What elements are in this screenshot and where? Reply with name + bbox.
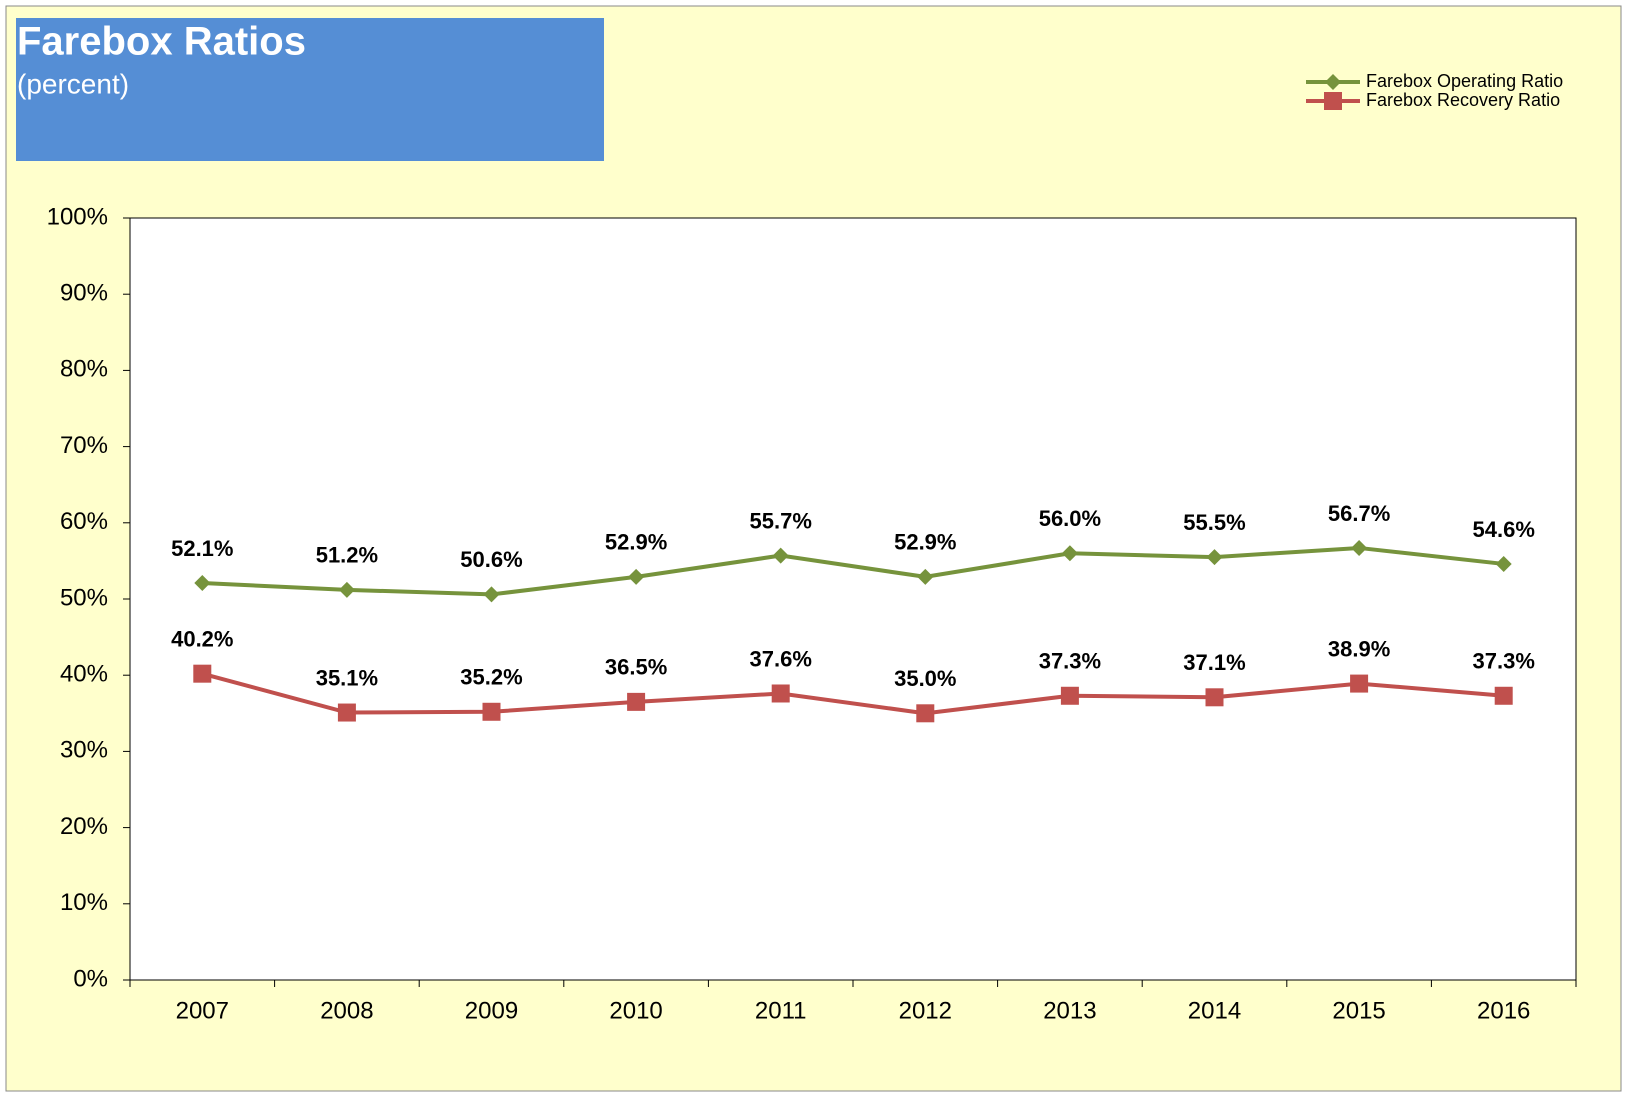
data-label: 52.9% — [605, 530, 667, 555]
legend-marker — [1324, 92, 1342, 110]
data-label: 37.3% — [1039, 649, 1101, 674]
data-point — [771, 684, 790, 703]
data-label: 56.0% — [1039, 506, 1101, 531]
data-point — [916, 704, 935, 723]
data-label: 38.9% — [1328, 636, 1390, 661]
y-tick-label: 80% — [60, 356, 108, 383]
data-label: 35.1% — [316, 665, 378, 690]
y-tick-label: 100% — [47, 203, 108, 230]
y-tick-label: 10% — [60, 889, 108, 916]
title-box — [16, 18, 604, 161]
y-tick-label: 70% — [60, 432, 108, 459]
data-label: 37.6% — [750, 646, 812, 671]
y-tick-label: 20% — [60, 813, 108, 840]
series-line — [201, 671, 1504, 716]
y-tick-label: 90% — [60, 280, 108, 307]
data-point — [194, 574, 211, 591]
data-point — [1205, 688, 1224, 707]
data-point — [772, 547, 789, 564]
data-point — [1206, 549, 1223, 566]
x-tick-label: 2013 — [1043, 997, 1096, 1024]
y-tick-label: 30% — [60, 737, 108, 764]
data-point — [1060, 686, 1079, 705]
x-tick-label: 2016 — [1477, 997, 1530, 1024]
data-point — [1494, 686, 1513, 705]
legend-marker — [1325, 74, 1341, 90]
data-point — [1495, 555, 1512, 572]
data-point — [917, 568, 934, 585]
chart-title: Farebox Ratios — [17, 20, 306, 64]
series-line — [202, 545, 1504, 597]
x-tick-label: 2014 — [1188, 997, 1241, 1024]
y-tick-label: 0% — [73, 965, 108, 992]
x-tick-label: 2015 — [1332, 997, 1385, 1024]
legend-label: Farebox Operating Ratio — [1366, 71, 1563, 91]
data-label: 40.2% — [171, 626, 233, 651]
data-point — [337, 703, 356, 722]
legend-label: Farebox Recovery Ratio — [1366, 90, 1560, 110]
data-label: 35.2% — [460, 665, 522, 690]
x-tick-label: 2008 — [320, 997, 373, 1024]
data-label: 37.3% — [1473, 649, 1535, 674]
data-point — [1061, 545, 1078, 562]
plot-area — [129, 217, 1577, 981]
data-point — [628, 568, 645, 585]
data-label: 50.6% — [460, 547, 522, 572]
x-tick-label: 2007 — [176, 997, 229, 1024]
data-label: 54.6% — [1473, 517, 1535, 542]
data-label: 37.1% — [1183, 650, 1245, 675]
chart-subtitle: (percent) — [17, 68, 129, 99]
x-tick-label: 2012 — [899, 997, 952, 1024]
data-label: 55.5% — [1183, 510, 1245, 535]
x-tick-label: 2010 — [609, 997, 662, 1024]
data-label: 52.9% — [894, 530, 956, 555]
data-label: 56.7% — [1328, 501, 1390, 526]
x-tick-label: 2011 — [755, 997, 807, 1024]
data-label: 36.5% — [605, 655, 667, 680]
y-tick-label: 50% — [60, 584, 108, 611]
x-tick-label: 2009 — [465, 997, 518, 1024]
data-point — [483, 586, 500, 603]
data-label: 52.1% — [171, 536, 233, 561]
data-label: 51.2% — [316, 543, 378, 568]
y-tick-label: 60% — [60, 508, 108, 535]
data-label: 35.0% — [894, 666, 956, 691]
data-point — [482, 702, 501, 721]
data-label: 55.7% — [750, 508, 812, 533]
data-point — [193, 664, 212, 683]
data-point — [1350, 674, 1369, 693]
data-point — [338, 581, 355, 598]
data-point — [1351, 539, 1368, 556]
data-point — [627, 692, 646, 711]
y-tick-label: 40% — [60, 661, 108, 688]
